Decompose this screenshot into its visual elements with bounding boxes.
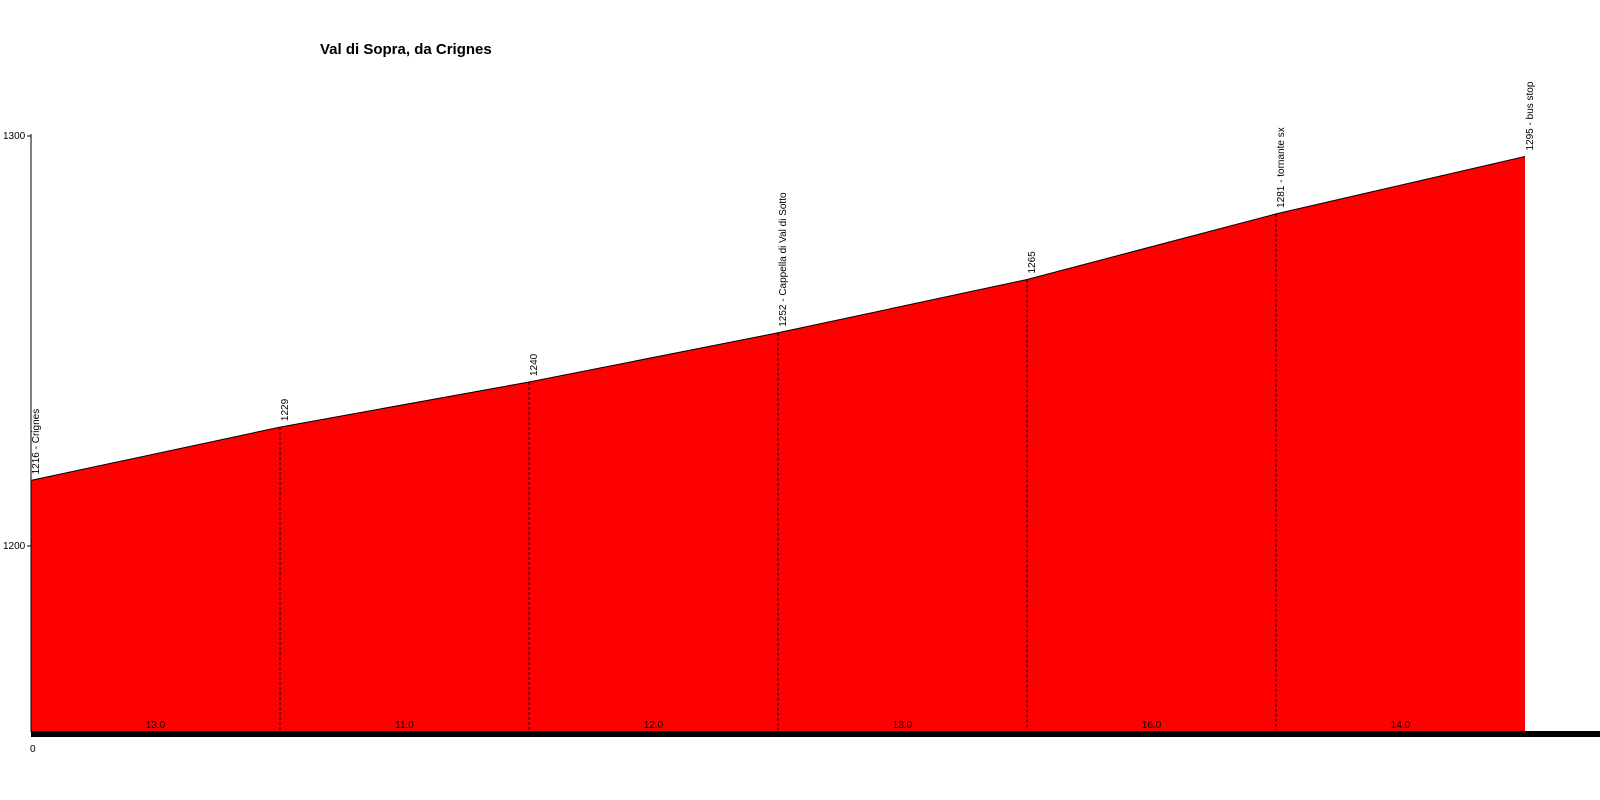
chart-title: Val di Sopra, da Crignes — [320, 41, 492, 58]
point-label: 1252 - Cappella di Val di Sotto — [778, 192, 789, 327]
segment-gradient-label: 14.0 — [1391, 720, 1411, 731]
segment-gradient-label: 16.0 — [1142, 720, 1162, 731]
point-label: 1216 - Crignes — [31, 409, 42, 475]
point-label: 1295 - bus stop — [1525, 81, 1536, 150]
y-tick-label: 1200 — [3, 541, 26, 552]
marker-layer — [279, 213, 1277, 730]
segment-gradient-label: 11.0 — [395, 720, 414, 731]
axis-layer: 1200 1300 0 — [3, 131, 1600, 755]
point-label: 1265 — [1027, 251, 1038, 274]
point-label: 1229 — [280, 398, 291, 421]
point-label: 1240 — [529, 353, 540, 376]
segment-gradient-label: 12.0 — [644, 720, 664, 731]
segment-gradient-label: 13.0 — [893, 720, 913, 731]
x-tick-label: 0 — [30, 744, 36, 755]
x-axis-baseline — [31, 731, 1600, 737]
y-tick-label: 1300 — [3, 131, 26, 142]
label-layer: 1216 - Crignes 1229 1240 1252 - Cappella di… — [31, 81, 1536, 731]
segment-gradient-label: 13.0 — [146, 720, 166, 731]
point-label: 1281 - tornante sx — [1276, 127, 1287, 208]
